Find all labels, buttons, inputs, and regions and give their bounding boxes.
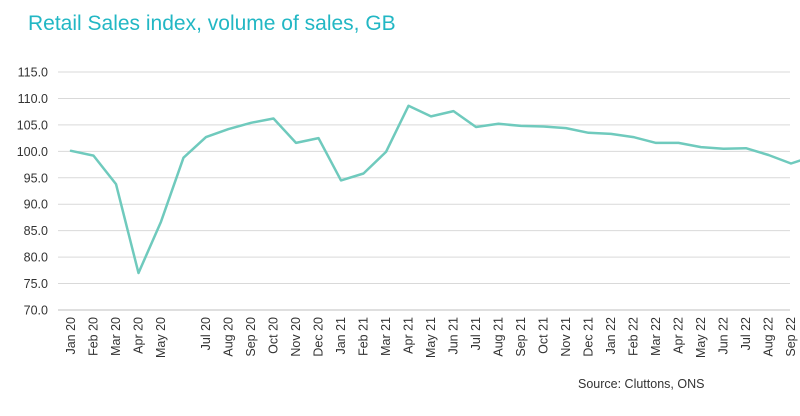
gridlines xyxy=(58,71,790,311)
series-layer xyxy=(69,104,800,275)
x-tick-label: Jul 21 xyxy=(469,317,483,350)
y-tick-label: 115.0 xyxy=(18,66,48,80)
x-tick-label: Apr 20 xyxy=(132,317,146,354)
x-tick-label: Aug 21 xyxy=(492,317,506,357)
x-tick-label: May 22 xyxy=(694,317,708,358)
x-tick-label: May 20 xyxy=(154,317,168,358)
series-line xyxy=(69,104,800,275)
x-tick-label: Mar 20 xyxy=(109,317,123,356)
x-tick-label: Apr 21 xyxy=(402,317,416,354)
x-tick-label: Jan 21 xyxy=(334,317,348,355)
y-tick-label: 80.0 xyxy=(24,251,48,265)
x-tick-label: Jan 20 xyxy=(64,317,78,355)
x-tick-label: Aug 20 xyxy=(222,317,236,357)
y-tick-label: 90.0 xyxy=(24,198,48,212)
x-tick-label: Jun 22 xyxy=(717,317,731,355)
x-axis-ticks: Jan 20 Feb 20 Mar 20 Apr 20 May 20 Jul 20 Aug … xyxy=(64,317,798,358)
x-tick-label: Apr 22 xyxy=(672,317,686,354)
x-tick-label: Oct 20 xyxy=(267,317,281,354)
x-tick-label: Nov 20 xyxy=(289,317,303,357)
x-tick-label: Dec 21 xyxy=(582,317,596,357)
x-tick-label: Jul 20 xyxy=(199,317,213,350)
x-tick-label: Sep 22 xyxy=(784,317,798,357)
y-tick-label: 95.0 xyxy=(24,171,48,185)
y-tick-label: 70.0 xyxy=(24,304,48,318)
x-tick-label: Sep 21 xyxy=(514,317,528,357)
x-tick-label: Feb 20 xyxy=(87,317,101,356)
x-tick-label: Mar 21 xyxy=(379,317,393,356)
x-tick-label: Oct 21 xyxy=(537,317,551,354)
x-tick-label: Nov 21 xyxy=(559,317,573,357)
x-tick-label: Mar 22 xyxy=(649,317,663,356)
x-tick-label: Sep 20 xyxy=(244,317,258,357)
y-tick-label: 105.0 xyxy=(17,118,48,132)
y-axis-ticks: 70.0 75.0 80.0 85.0 90.0 95.0 100.0 105.0 110.0 1… xyxy=(17,66,48,318)
y-tick-label: 100.0 xyxy=(17,145,48,159)
y-tick-label: 110.0 xyxy=(18,92,48,106)
x-tick-label: Dec 20 xyxy=(312,317,326,357)
x-tick-label: Jun 21 xyxy=(447,317,461,355)
x-tick-label: Aug 22 xyxy=(762,317,776,357)
y-tick-label: 75.0 xyxy=(24,277,48,291)
x-tick-label: Jan 22 xyxy=(604,317,618,355)
x-tick-label: Feb 22 xyxy=(627,317,641,356)
y-tick-label: 85.0 xyxy=(24,224,48,238)
chart-title: Retail Sales index, volume of sales, GB xyxy=(28,12,396,35)
x-tick-label: Jul 22 xyxy=(739,317,753,350)
source-note: Source: Cluttons, ONS xyxy=(578,377,705,391)
x-tick-label: May 21 xyxy=(424,317,438,358)
x-tick-label: Feb 21 xyxy=(357,317,371,356)
